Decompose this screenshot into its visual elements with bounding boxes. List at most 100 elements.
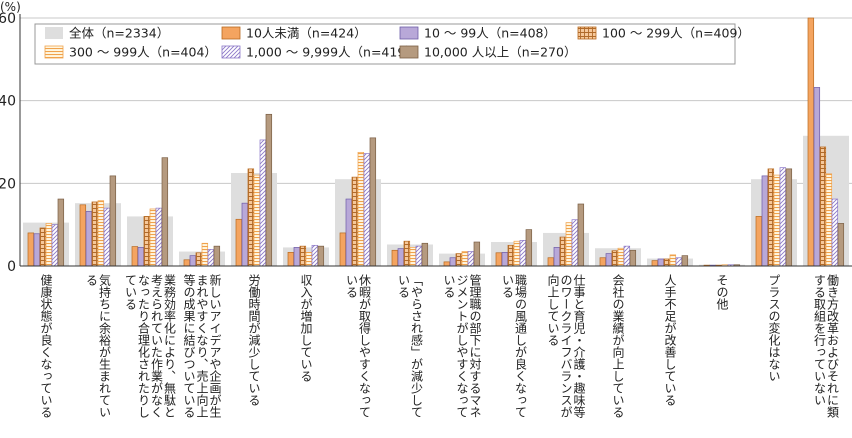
bar-2 (241, 202, 249, 267)
bar-5 (207, 249, 215, 267)
bar-4 (461, 251, 469, 267)
bar-3 (663, 258, 671, 267)
bar-4 (149, 208, 157, 267)
bar-5 (415, 245, 423, 267)
y-tick-label: 40 (0, 94, 16, 110)
bar-2 (345, 198, 353, 267)
bar-6 (265, 113, 273, 267)
bar-4 (565, 222, 573, 267)
legend-swatch (45, 27, 63, 39)
y-unit-label: (%) (0, 0, 21, 14)
legend-label: 10 ～ 99人（n=408） (424, 26, 556, 41)
category-label: する取組を行っていない (813, 274, 827, 406)
bar-3 (299, 245, 307, 267)
bar-6 (681, 255, 689, 267)
bar-5 (467, 251, 475, 267)
bar-3 (611, 250, 619, 267)
bar-6 (57, 198, 65, 267)
bar-3 (507, 244, 515, 267)
bar-3 (403, 240, 411, 267)
bar-3 (455, 253, 463, 267)
y-tick-label: 60 (0, 11, 16, 27)
category-label: 等の成果に結びついている (182, 274, 196, 418)
category-label: その他 (715, 274, 729, 310)
bar-2 (189, 255, 197, 267)
bar-4 (669, 254, 677, 267)
category-label: ている (124, 274, 138, 310)
bar-5 (103, 207, 111, 267)
bar-2 (501, 252, 509, 267)
legend-label: 1,000 ～ 9,999人（n=419） (246, 45, 418, 60)
bar-4 (825, 173, 833, 267)
category-label: なったり合理化されたりし (137, 274, 151, 418)
legend-label: 10,000 人以上（n=270） (424, 45, 576, 60)
category-label: 業務効率化により、無駄と (163, 274, 177, 418)
bar-6 (109, 175, 117, 267)
bar-3 (767, 168, 775, 267)
bar-2 (293, 247, 301, 267)
category-label: まれやすくなり、売上向上 (195, 274, 209, 418)
bar-1 (651, 260, 659, 267)
bar-5 (623, 245, 631, 267)
bar-1 (495, 252, 503, 267)
bar-3 (247, 168, 255, 267)
bar-5 (259, 139, 267, 267)
bar-3 (91, 201, 99, 267)
legend-label: 100 ～ 299人（n=409） (602, 26, 750, 41)
category-label: 休暇が取得しやすくなって (358, 274, 372, 418)
legend-swatch (577, 26, 597, 40)
bar-3 (39, 227, 47, 267)
category-label: 働き方改革およびそれに類 (826, 274, 840, 419)
bar-2 (605, 253, 613, 267)
bar-1 (755, 216, 763, 267)
bar-6 (577, 203, 585, 267)
legend (34, 23, 736, 65)
category-label: 気持ちに余裕が生まれてい (98, 273, 112, 418)
bar-1 (599, 257, 607, 267)
category-label: いる (501, 274, 515, 298)
bar-6 (785, 168, 793, 267)
bar-6 (525, 229, 533, 267)
category-label: 新しいアイデアや企画が生 (208, 273, 222, 418)
bar-2 (397, 248, 405, 267)
bar-2 (137, 247, 145, 267)
bar-5 (779, 167, 787, 267)
bar-5 (155, 207, 163, 267)
category-label: いる (442, 274, 456, 298)
bar-6 (473, 241, 481, 267)
category-label: いる (397, 274, 411, 298)
legend-swatch (221, 45, 241, 59)
bar-2 (813, 87, 821, 267)
bar-4 (97, 200, 105, 267)
category-label: 仕事と育児・介護・趣味等 (572, 274, 586, 418)
bar-1 (235, 218, 243, 267)
category-label: 会社の業績が向上している (611, 274, 625, 418)
bar-4 (513, 240, 521, 267)
bar-5 (363, 153, 371, 267)
bar-3 (195, 252, 203, 267)
bar-4 (45, 223, 53, 267)
bar-6 (161, 157, 169, 267)
bar-6 (837, 223, 845, 267)
bar-1 (27, 232, 35, 267)
bar-1 (807, 17, 815, 267)
bar-4 (357, 151, 365, 267)
bar-4 (617, 247, 625, 267)
bar-1 (287, 252, 295, 267)
legend-swatch (399, 26, 419, 40)
legend-swatch (44, 45, 64, 59)
category-label: プラスの変化はない (767, 274, 781, 382)
bar-3 (351, 176, 359, 267)
legend-swatch (399, 45, 419, 59)
y-tick-label: 0 (7, 259, 16, 275)
legend-label: 300 ～ 999人（n=404） (69, 45, 217, 60)
bar-5 (519, 240, 527, 267)
bar-1 (339, 232, 347, 267)
category-label: 考えられていた作業がなく (150, 274, 164, 418)
bar-4 (305, 252, 313, 267)
bar-2 (553, 247, 561, 267)
bar-1 (183, 259, 191, 267)
bar-2 (33, 233, 41, 267)
legend-label: 10人未満（n=424） (246, 26, 367, 41)
